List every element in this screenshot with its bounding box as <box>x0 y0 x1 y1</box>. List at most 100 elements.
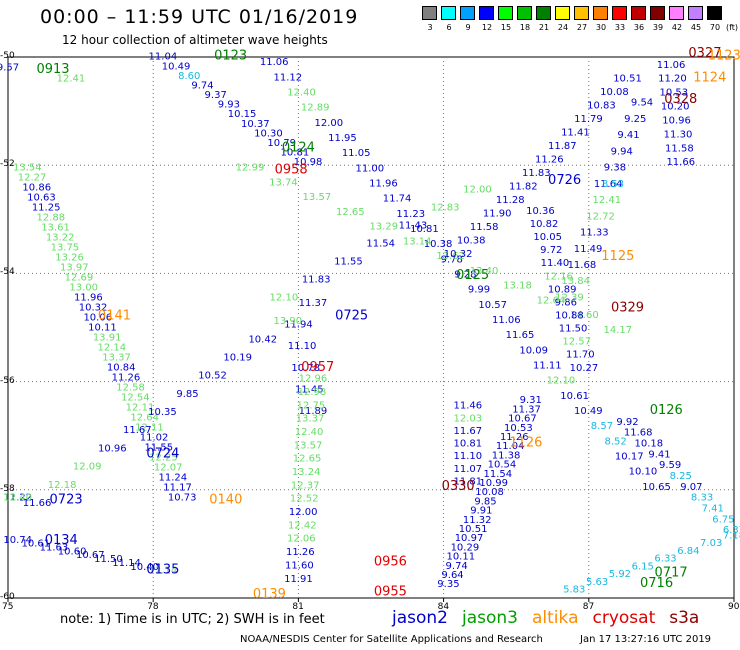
pass-time-label: 0139 <box>253 587 286 602</box>
wave-height-value: 10.51 <box>459 524 488 535</box>
wave-height-value: 11.68 <box>624 428 653 439</box>
wave-height-value: 11.07 <box>453 464 482 475</box>
pass-time-label: 1125 <box>601 249 634 264</box>
pass-time-label: 0958 <box>275 162 308 177</box>
wave-height-value: 11.41 <box>561 127 590 138</box>
wave-height-value: 11.81 <box>453 476 482 487</box>
wave-height-value: 9.64 <box>441 570 463 581</box>
wave-height-value: 10.81 <box>453 439 482 450</box>
wave-height-value: 11.06 <box>657 60 686 71</box>
wave-height-value: 12.00 <box>315 118 344 129</box>
legend-swatch <box>688 6 703 20</box>
pass-time-label: 0135 <box>146 563 179 578</box>
wave-height-value: 10.06 <box>83 313 112 324</box>
track-t_1125: 8.53 12.41 12.72 11.33 11.49 11.68 13.84 12.39 1… <box>555 179 634 304</box>
wave-height-value: 12.72 <box>586 211 615 222</box>
legend-label: 70 <box>709 23 721 32</box>
wave-height-value: 11.54 <box>366 238 395 249</box>
pass-time-label: 0126 <box>650 403 683 418</box>
wave-height-value: 11.67 <box>123 425 152 436</box>
wave-height-value: 12.98 <box>298 387 327 398</box>
wave-height-value: 10.17 <box>615 451 644 462</box>
wave-height-value: 10.11 <box>88 323 117 334</box>
wave-height-value: 12.52 <box>290 494 319 505</box>
track-t_1124: 1124 <box>693 70 726 85</box>
track-t_0126: 9.9211.6810.189.419.598.259.078.337.416.… <box>616 403 740 536</box>
wave-height-value: 9.41 <box>648 449 670 460</box>
wave-height-value: 11.10 <box>288 341 317 352</box>
wave-height-value: 11.12 <box>274 72 303 83</box>
track-t_1123: 1123 <box>708 49 740 64</box>
wave-height-value: 6.33 <box>654 554 676 565</box>
wave-height-value: 10.53 <box>660 88 689 99</box>
wave-height-value: 9.74 <box>191 80 213 91</box>
wave-height-value: 11.37 <box>512 404 541 415</box>
wave-height-value: 13.75 <box>51 243 80 254</box>
wave-height-value: 10.38 <box>457 236 486 247</box>
track-t_0125b: 13.5412.2710.8610.6311.2512.8813.6113.22… <box>13 163 197 504</box>
legend-label: 24 <box>557 23 569 32</box>
wave-height-value: 12.11 <box>135 423 164 434</box>
wave-height-value: 12.37 <box>291 480 320 491</box>
wave-height-value: 12.96 <box>299 374 328 385</box>
wave-height-value: 10.67 <box>76 550 105 561</box>
track-t_0956: 9.359.649.7410.1110.2910.9710.5111.329.9… <box>374 395 542 590</box>
legend-swatch <box>517 6 532 20</box>
wave-height-value: 12.40 <box>287 87 316 98</box>
wave-height-value: 12.64 <box>537 295 566 306</box>
legend-label: 42 <box>671 23 683 32</box>
pass-time-label: 0141 <box>98 308 131 323</box>
pass-time-label: 0140 <box>209 492 242 507</box>
wave-height-value: 9.85 <box>176 389 198 400</box>
wave-height-value: 12.89 <box>301 103 330 114</box>
legend-label: 33 <box>614 23 626 32</box>
wave-height-value: 11.90 <box>483 209 512 220</box>
wave-height-value: 10.32 <box>79 303 108 314</box>
legend-swatch <box>536 6 551 20</box>
wave-height-value: 10.97 <box>455 533 484 544</box>
lon-tick-label: 75 <box>2 602 14 612</box>
wave-height-value: 9.28 <box>454 269 476 280</box>
wave-height-value: 11.68 <box>568 260 597 271</box>
wave-height-value: 13.22 <box>46 233 75 244</box>
wave-height-value: 12.39 <box>555 292 584 303</box>
track-t_0327: 11.06 11.20 10.53 10.20 10.96 11.30 11.58 11.66… <box>657 46 722 168</box>
wave-height-value: 11.33 <box>580 228 609 239</box>
wave-height-value: 10.18 <box>634 439 663 450</box>
wave-height-value: 12.65 <box>293 454 322 465</box>
pass-time-label: 0725 <box>335 308 368 323</box>
wave-height-value: 11.95 <box>328 133 357 144</box>
wave-height-value: 10.54 <box>488 460 517 471</box>
wave-height-value: 10.38 <box>424 239 453 250</box>
track-t_0329: 10.36 10.82 10.05 9.72 11.40 12.16 10.89 9.86 10… <box>526 206 644 374</box>
wave-height-value: 7.41 <box>702 503 724 514</box>
wave-height-value: 11.83 <box>522 168 551 179</box>
pass-time-label: 0124 <box>282 141 315 156</box>
wave-height-value: 11.91 <box>284 574 313 585</box>
wave-height-value: 13.26 <box>55 253 84 264</box>
track-t_0124: 11.06 11.12 12.40 12.89 12.00 11.95 11.05 11.00… <box>260 57 671 493</box>
wave-height-value: 12.57 <box>562 337 591 348</box>
track-t_0328: 9.54 9.25 9.41 9.94 9.38 11.64 0328 <box>594 92 697 190</box>
wave-height-value: 13.37 <box>102 353 131 364</box>
page-subtitle: 12 hour collection of altimeter wave hei… <box>62 33 328 47</box>
wave-height-value: 10.74 <box>3 535 32 546</box>
satellite-cryosat: cryosat <box>592 608 656 628</box>
wave-height-value: 11.38 <box>492 450 521 461</box>
wave-height-value: 11.46 <box>453 401 482 412</box>
legend-label: 12 <box>481 23 493 32</box>
wave-height-value: 13.37 <box>296 414 325 425</box>
wave-height-value: 12.42 <box>288 520 317 531</box>
wave-height-value: 10.30 <box>254 128 283 139</box>
wave-height-value: 11.26 <box>286 547 315 558</box>
wave-height-value: 10.89 <box>548 284 577 295</box>
wave-height-value: 11.04 <box>149 52 178 63</box>
wave-height-value: 11.14 <box>112 558 141 569</box>
wave-height-value: 11.58 <box>665 143 694 154</box>
wave-height-value: 6.75 <box>712 514 734 525</box>
track-t_0123: 11.0410.498.609.749.379.9310.1510.3710.3… <box>149 49 323 168</box>
wave-height-value: 11.11 <box>533 360 562 371</box>
wave-height-value: 10.40 <box>130 562 159 573</box>
